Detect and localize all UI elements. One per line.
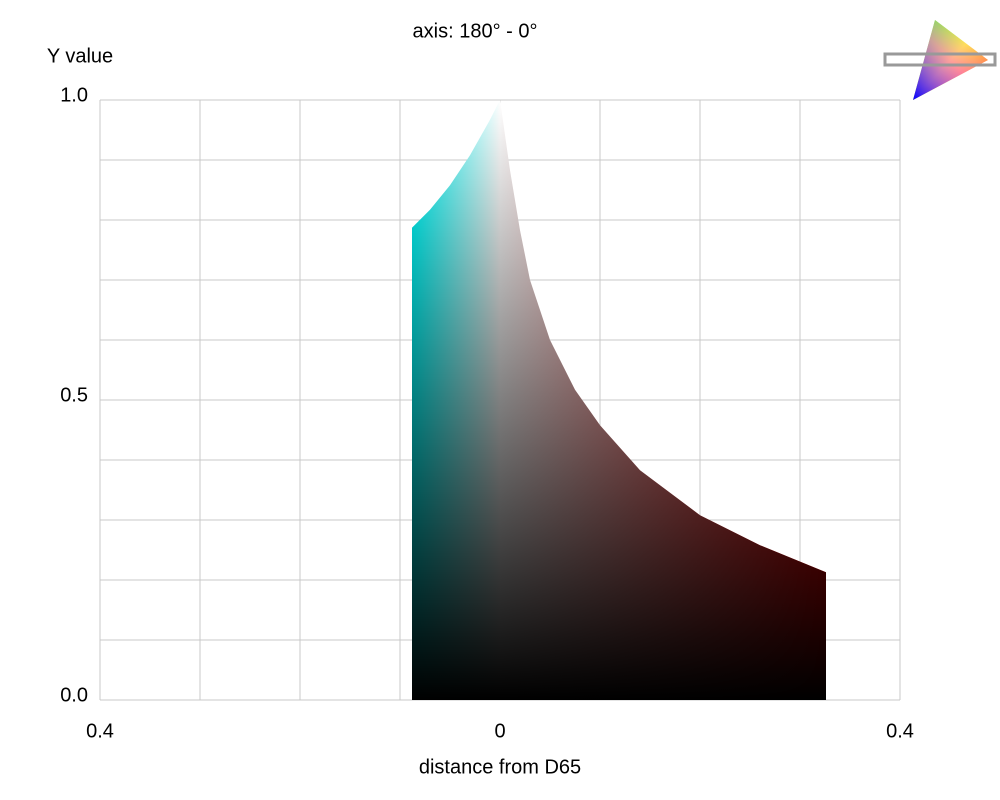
- chart-title: axis: 180° - 0°: [413, 20, 538, 42]
- icon-triangle-shade: [913, 20, 988, 100]
- y-tick-label: 0.5: [60, 384, 88, 406]
- x-tick-label: 0.4: [86, 720, 114, 742]
- icon-slice-marker: [883, 52, 997, 67]
- x-tick-label: 0: [494, 720, 505, 742]
- y-tick-label: 0.0: [60, 684, 88, 706]
- gamut-shade: [412, 100, 826, 700]
- gamut-icon: [883, 20, 997, 100]
- x-axis-label: distance from D65: [419, 756, 581, 778]
- y-tick-label: 1.0: [60, 84, 88, 106]
- x-tick-label: 0.4: [886, 720, 914, 742]
- y-axis-label: Y value: [47, 45, 113, 67]
